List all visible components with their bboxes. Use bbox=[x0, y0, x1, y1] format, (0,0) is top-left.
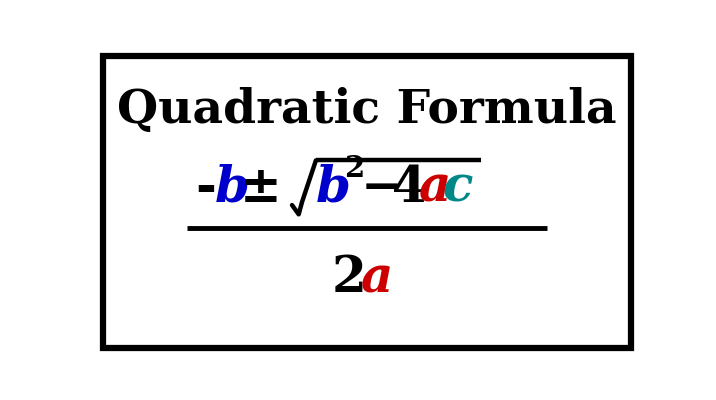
Text: a: a bbox=[361, 254, 393, 304]
Text: b: b bbox=[215, 164, 250, 213]
Text: 4: 4 bbox=[392, 164, 427, 213]
Text: a: a bbox=[418, 164, 451, 213]
Text: b: b bbox=[316, 164, 351, 213]
Text: c: c bbox=[442, 164, 473, 213]
Text: Quadratic Formula: Quadratic Formula bbox=[117, 87, 616, 133]
FancyBboxPatch shape bbox=[103, 56, 631, 348]
Text: −: − bbox=[361, 164, 403, 213]
Text: -: - bbox=[195, 164, 216, 213]
Text: 2: 2 bbox=[332, 254, 367, 304]
Text: 2: 2 bbox=[344, 154, 364, 183]
Text: ±: ± bbox=[240, 164, 281, 213]
